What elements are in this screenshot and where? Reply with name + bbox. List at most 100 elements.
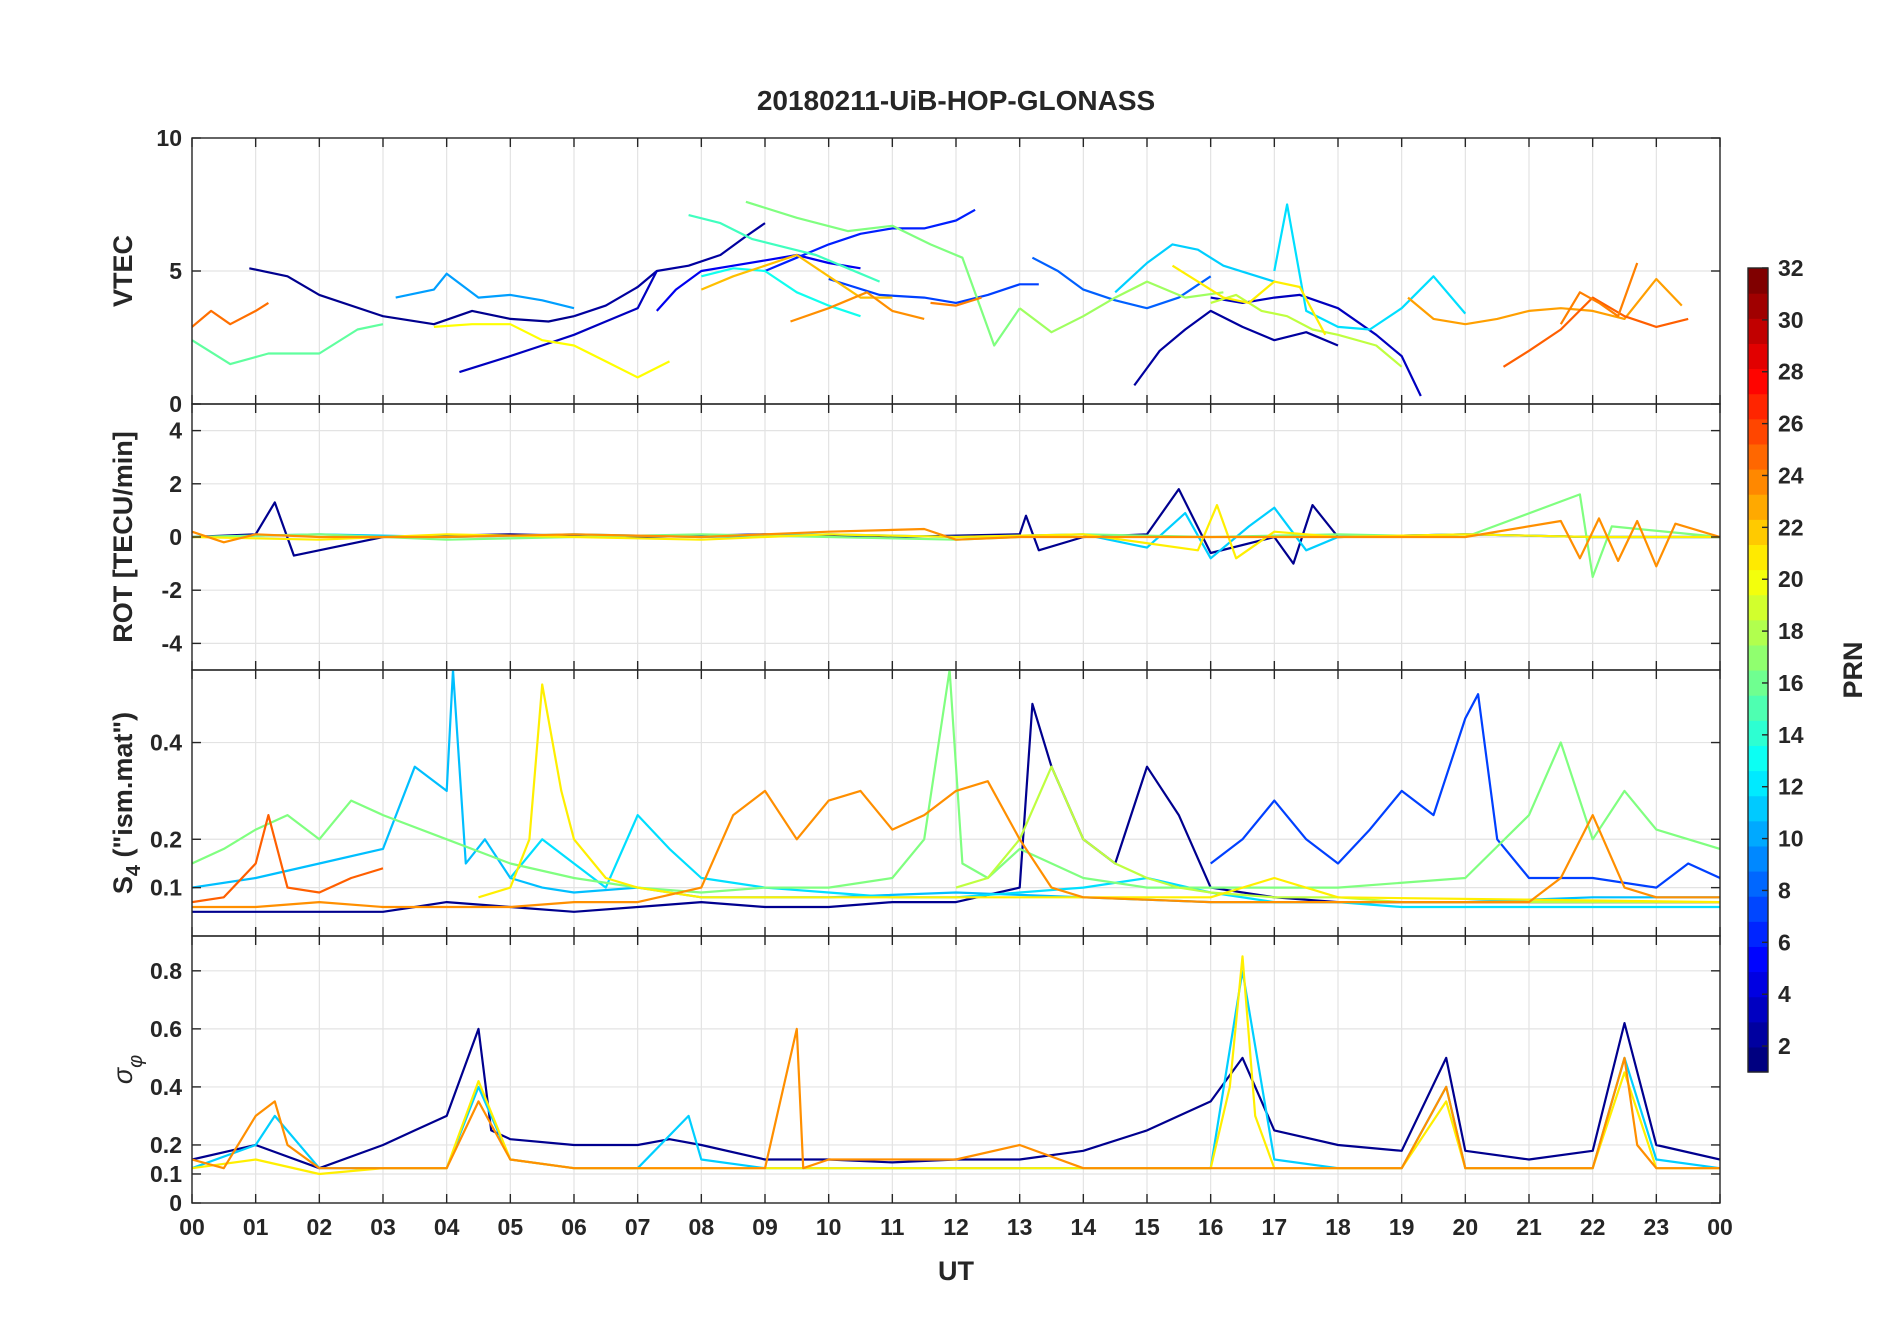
y-tick-label: 0.8 [150, 958, 182, 984]
series-line-prn-10 [395, 272, 575, 310]
x-tick-label: 15 [1134, 1214, 1160, 1240]
colorbar-segment [1748, 494, 1768, 520]
series-group [192, 488, 1720, 579]
colorbar-tick-label: 26 [1778, 411, 1804, 437]
colorbar-segment [1748, 996, 1768, 1023]
x-tick-label: 16 [1198, 1214, 1224, 1240]
colorbar-segment [1748, 619, 1768, 646]
x-tick-label: 18 [1325, 1214, 1351, 1240]
chart-title: 20180211-UiB-HOP-GLONASS [757, 85, 1155, 116]
y-axis-label-sigma_phi: σφ [108, 1055, 147, 1084]
x-tick-label: 03 [370, 1214, 396, 1240]
y-tick-label: 0 [169, 1190, 182, 1216]
x-tick-label: 10 [816, 1214, 842, 1240]
y-tick-label: -4 [162, 630, 183, 656]
series-line-prn-20 [478, 683, 1720, 904]
colorbar-tick-label: 6 [1778, 929, 1791, 955]
series-line-prn-3 [459, 270, 658, 374]
y-tick-label: -2 [162, 577, 182, 603]
y-tick-label: 0.2 [150, 1132, 182, 1158]
series-group [192, 200, 1689, 397]
colorbar-segment [1748, 469, 1768, 495]
x-tick-label: 04 [434, 1214, 460, 1240]
x-tick-label: 09 [752, 1214, 778, 1240]
series-group [192, 955, 1720, 1176]
colorbar-tick-label: 22 [1778, 514, 1804, 540]
y-tick-label: 0.1 [150, 1161, 182, 1187]
series-line-prn-7 [1031, 256, 1212, 310]
panel-vtec: 0 5 10 VTEC [108, 125, 1721, 417]
y-tick-label: 2 [169, 471, 182, 497]
series-group [192, 670, 1720, 913]
y-tick-label: 0 [169, 391, 182, 417]
series-line-prn-21 [700, 253, 893, 299]
y-tick-label: 0.4 [150, 1074, 182, 1100]
x-tick-label: 13 [1007, 1214, 1033, 1240]
series-line-prn-20 [1171, 264, 1327, 336]
colorbar-tick-label: 16 [1778, 670, 1804, 696]
colorbar-segment [1748, 293, 1768, 319]
colorbar-tick-label: 12 [1778, 774, 1804, 800]
colorbar-segment [1748, 343, 1768, 370]
series-line-prn-16 [745, 200, 1021, 347]
series-line-prn-1 [192, 702, 1720, 913]
colorbar-segment [1748, 745, 1768, 772]
x-tick-label: 01 [243, 1214, 269, 1240]
colorbar-tick-label: 30 [1778, 307, 1804, 333]
x-tick-label: 17 [1262, 1214, 1288, 1240]
colorbar-segment [1748, 1046, 1768, 1073]
x-tick-label: 23 [1644, 1214, 1670, 1240]
x-tick-label: 22 [1580, 1214, 1606, 1240]
colorbar-tick-label: 8 [1778, 877, 1791, 903]
colorbar-segment [1748, 544, 1768, 571]
x-tick-label: 06 [561, 1214, 587, 1240]
colorbar-segment [1748, 971, 1768, 998]
colorbar-tick-label: 14 [1778, 722, 1804, 748]
y-tick-label: 0.6 [150, 1016, 182, 1042]
colorbar-tick-label: 24 [1778, 462, 1804, 488]
x-tick-label: 00 [179, 1214, 205, 1240]
series-line-prn-2 [573, 222, 766, 318]
colorbar-segment [1748, 418, 1768, 445]
y-tick-label: 0 [169, 524, 182, 550]
series-line-prn-8 [1133, 309, 1339, 387]
colorbar-segment [1748, 896, 1768, 922]
colorbar-segment [1748, 644, 1768, 671]
y-tick-label: 0.2 [150, 826, 182, 852]
colorbar-tick-label: 28 [1778, 359, 1804, 385]
x-tick-label: 12 [943, 1214, 969, 1240]
series-line-prn-6 [1210, 693, 1720, 889]
colorbar-segment [1748, 946, 1768, 973]
series-line-prn-6 [828, 277, 1039, 304]
y-tick-label: 10 [156, 125, 182, 151]
colorbar-segment [1748, 871, 1768, 897]
series-line-prn-12 [1273, 203, 1467, 331]
colorbar-label: PRN [1838, 641, 1868, 698]
colorbar-segment [1748, 318, 1768, 344]
y-axis-label-rot: ROT [TECU/min] [108, 431, 138, 642]
y-axis-label-vtec: VTEC [108, 235, 138, 307]
colorbar-segment [1748, 519, 1768, 545]
y-tick-label: 4 [169, 418, 182, 444]
colorbar-tick-label: 10 [1778, 826, 1804, 852]
series-line-prn-5 [764, 208, 976, 273]
colorbar-frame [1747, 267, 1769, 1073]
colorbar-segment [1748, 443, 1768, 470]
x-tick-label: 14 [1071, 1214, 1097, 1240]
colorbar-tick-label: 32 [1778, 255, 1804, 281]
colorbar-tick-label: 4 [1778, 981, 1791, 1007]
colorbar-segment [1748, 720, 1768, 746]
x-tick-label: 21 [1516, 1214, 1542, 1240]
colorbar-segment [1748, 845, 1768, 872]
colorbar-segment [1748, 820, 1768, 847]
series-line-prn-24 [930, 296, 982, 307]
series-line-prn-15 [192, 323, 384, 366]
colorbar-segment [1748, 921, 1768, 947]
x-tick-label: 19 [1389, 1214, 1415, 1240]
series-line-prn-1 [192, 488, 1720, 565]
colorbar-segment [1748, 368, 1768, 395]
y-tick-label: 0.1 [150, 875, 182, 901]
